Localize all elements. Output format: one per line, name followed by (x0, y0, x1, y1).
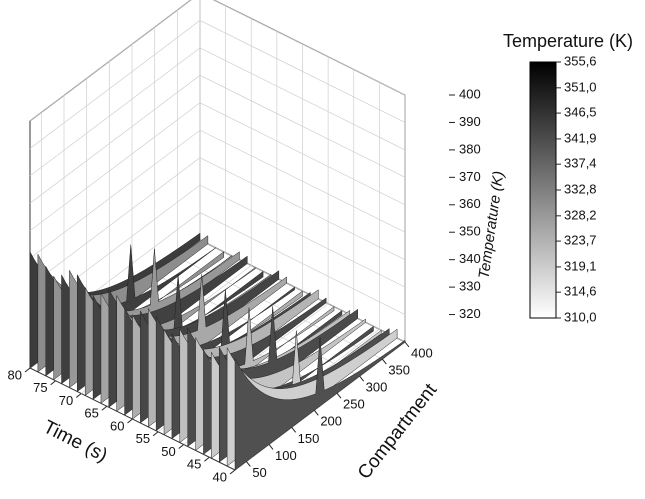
x-axis-label: Time (s) (40, 417, 111, 467)
y-tick-label: 400 (411, 345, 433, 360)
x-tick-label: 70 (59, 393, 73, 408)
y-tick (405, 342, 409, 347)
colorbar-tick-label: 328,2 (564, 207, 597, 222)
x-tick-label: 80 (8, 367, 22, 382)
x-tick (230, 470, 235, 474)
z-tick-label: 380 (459, 141, 481, 156)
colorbar-tick-label: 351,0 (564, 79, 597, 94)
y-tick-label: 250 (343, 397, 365, 412)
z-tick-label: 360 (459, 196, 481, 211)
z-tick-label: 330 (459, 279, 481, 294)
x-tick-label: 50 (161, 444, 175, 459)
x-tick (76, 394, 81, 398)
x-tick-label: 45 (187, 457, 201, 472)
y-tick (292, 427, 296, 432)
colorbar-tick-label: 337,4 (564, 156, 597, 171)
y-tick-label: 350 (388, 363, 410, 378)
x-tick (102, 406, 107, 410)
colorbar-tick-label: 323,7 (564, 233, 597, 248)
z-tick-label: 350 (459, 224, 481, 239)
y-tick-label: 300 (366, 380, 388, 395)
colorbar-tick-label: 319,1 (564, 258, 597, 273)
y-tick-label: 50 (252, 465, 266, 480)
y-tick (337, 393, 341, 398)
colorbar-tick-label: 341,9 (564, 130, 597, 145)
x-tick-label: 40 (213, 469, 227, 484)
x-tick-label: 75 (33, 380, 47, 395)
z-tick-label: 390 (459, 114, 481, 129)
x-tick (179, 445, 184, 449)
y-tick-label: 200 (320, 414, 342, 429)
colorbar (530, 62, 556, 318)
y-tick (382, 359, 386, 364)
x-tick (153, 432, 158, 436)
grid-line (30, 20, 405, 148)
x-tick-label: 60 (110, 418, 124, 433)
grid-line (30, 0, 405, 121)
y-tick (360, 376, 364, 381)
colorbar-title: Temperature (K) (503, 31, 633, 51)
y-tick-label: 100 (275, 448, 297, 463)
x-tick-label: 55 (136, 431, 150, 446)
colorbar-tick-label: 346,5 (564, 105, 597, 120)
y-axis-label: Compartment (354, 379, 442, 483)
x-tick (204, 457, 209, 461)
y-tick (314, 410, 318, 415)
x-tick (51, 381, 56, 385)
x-tick (25, 368, 30, 372)
colorbar-tick-label: 314,6 (564, 284, 597, 299)
colorbar-tick-label: 355,6 (564, 53, 597, 68)
y-tick (269, 444, 273, 449)
z-tick-label: 320 (459, 306, 481, 321)
x-tick-label: 65 (84, 406, 98, 421)
x-tick (128, 419, 133, 423)
y-tick-label: 150 (298, 431, 320, 446)
colorbar-tick-label: 310,0 (564, 309, 597, 324)
z-tick-label: 400 (459, 86, 481, 101)
y-tick (246, 461, 250, 466)
grid-line (177, 10, 382, 359)
colorbar-tick-label: 332,8 (564, 181, 597, 196)
chart: 3203303403503603703803904004045505560657… (0, 0, 645, 499)
z-tick-label: 370 (459, 169, 481, 184)
